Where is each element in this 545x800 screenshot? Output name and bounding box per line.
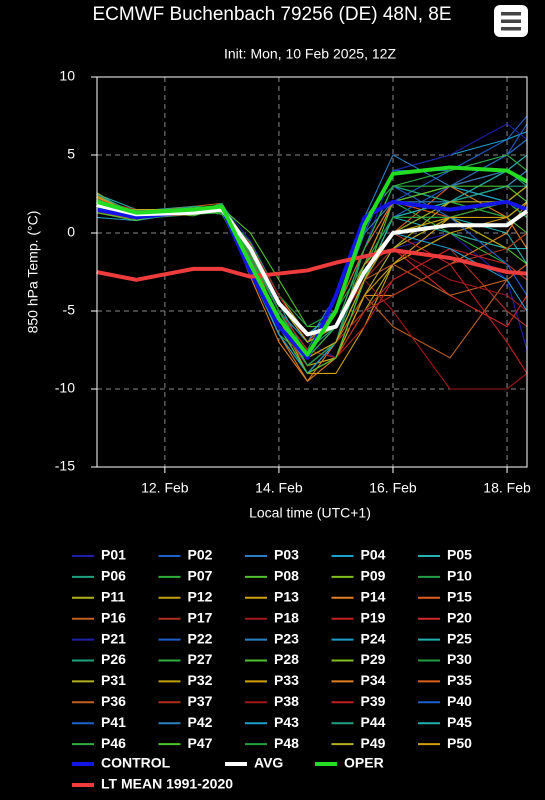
legend-label: P42 <box>188 714 213 730</box>
legend-label: P25 <box>447 630 472 646</box>
legend-label: P01 <box>101 547 126 563</box>
legend-label: P04 <box>361 547 386 563</box>
legend-label: P41 <box>101 714 126 730</box>
legend-label: P36 <box>101 693 126 709</box>
legend-label: P19 <box>361 609 386 625</box>
x-axis-label: Local time (UTC+1) <box>249 505 371 521</box>
legend-label: P24 <box>361 630 386 646</box>
legend-label: P32 <box>188 672 213 688</box>
y-tick-label: -5 <box>63 302 76 318</box>
legend-label: P08 <box>274 568 299 584</box>
legend-label: P05 <box>447 547 472 563</box>
series-line <box>96 248 528 282</box>
legend-label: OPER <box>344 755 384 771</box>
legend-label: P10 <box>447 568 472 584</box>
legend-label: P22 <box>188 630 213 646</box>
legend-label: P34 <box>361 672 386 688</box>
chart-subtitle: Init: Mon, 10 Feb 2025, 12Z <box>224 46 396 62</box>
menu-button[interactable] <box>494 5 528 37</box>
y-tick-label: 10 <box>59 68 75 84</box>
legend-label: P11 <box>101 589 125 605</box>
legend-label: P12 <box>188 589 213 605</box>
x-tick-label: 18. Feb <box>483 480 531 496</box>
legend-label: P18 <box>274 609 299 625</box>
y-tick-label: -15 <box>55 458 75 474</box>
legend-label: P40 <box>447 693 472 709</box>
legend-label: P31 <box>101 672 126 688</box>
legend-label: CONTROL <box>101 755 171 771</box>
series-line <box>95 202 529 337</box>
legend-label: P48 <box>274 735 299 751</box>
legend-label: P30 <box>447 651 472 667</box>
legend-label: P16 <box>101 609 126 625</box>
legend-label: P21 <box>101 630 126 646</box>
legend-label: P07 <box>188 568 213 584</box>
legend-label: AVG <box>254 755 283 771</box>
legend-label: P14 <box>361 589 386 605</box>
legend-label: P15 <box>447 589 472 605</box>
legend-label: P46 <box>101 735 126 751</box>
x-tick-label: 12. Feb <box>141 480 189 496</box>
series-line <box>95 165 528 357</box>
legend-label: LT MEAN 1991-2020 <box>101 776 233 792</box>
plot-frame <box>96 76 528 468</box>
legend-label: P44 <box>361 714 386 730</box>
legend-label: P28 <box>274 651 299 667</box>
y-tick-label: 5 <box>67 146 75 162</box>
x-tick-label: 14. Feb <box>255 480 303 496</box>
legend-label: P33 <box>274 672 299 688</box>
legend-label: P39 <box>361 693 386 709</box>
legend-label: P29 <box>361 651 386 667</box>
legend-label: P17 <box>188 609 213 625</box>
legend-label: P09 <box>361 568 386 584</box>
legend-label: P37 <box>188 693 213 709</box>
menu-bar <box>501 27 521 31</box>
legend-label: P27 <box>188 651 213 667</box>
x-tick-label: 16. Feb <box>369 480 417 496</box>
legend-label: P02 <box>188 547 213 563</box>
legend-label: P23 <box>274 630 299 646</box>
legend-label: P38 <box>274 693 299 709</box>
menu-bar <box>501 12 521 16</box>
legend-label: P20 <box>447 609 472 625</box>
chart-title: ECMWF Buchenbach 79256 (DE) 48N, 8E <box>92 4 451 25</box>
legend-label: P03 <box>274 547 299 563</box>
y-axis-label: 850 hPa Temp. (°C) <box>25 211 41 334</box>
legend-label: P13 <box>274 589 299 605</box>
legend-label: P50 <box>447 735 472 751</box>
legend-label: P43 <box>274 714 299 730</box>
legend-label: P35 <box>447 672 472 688</box>
menu-bar <box>501 19 521 23</box>
legend-label: P49 <box>361 735 386 751</box>
legend-label: P47 <box>188 735 213 751</box>
legend-label: P26 <box>101 651 126 667</box>
y-tick-label: 0 <box>67 224 75 240</box>
legend-label: P45 <box>447 714 472 730</box>
legend-label: P06 <box>101 568 126 584</box>
y-tick-label: -10 <box>55 380 75 396</box>
